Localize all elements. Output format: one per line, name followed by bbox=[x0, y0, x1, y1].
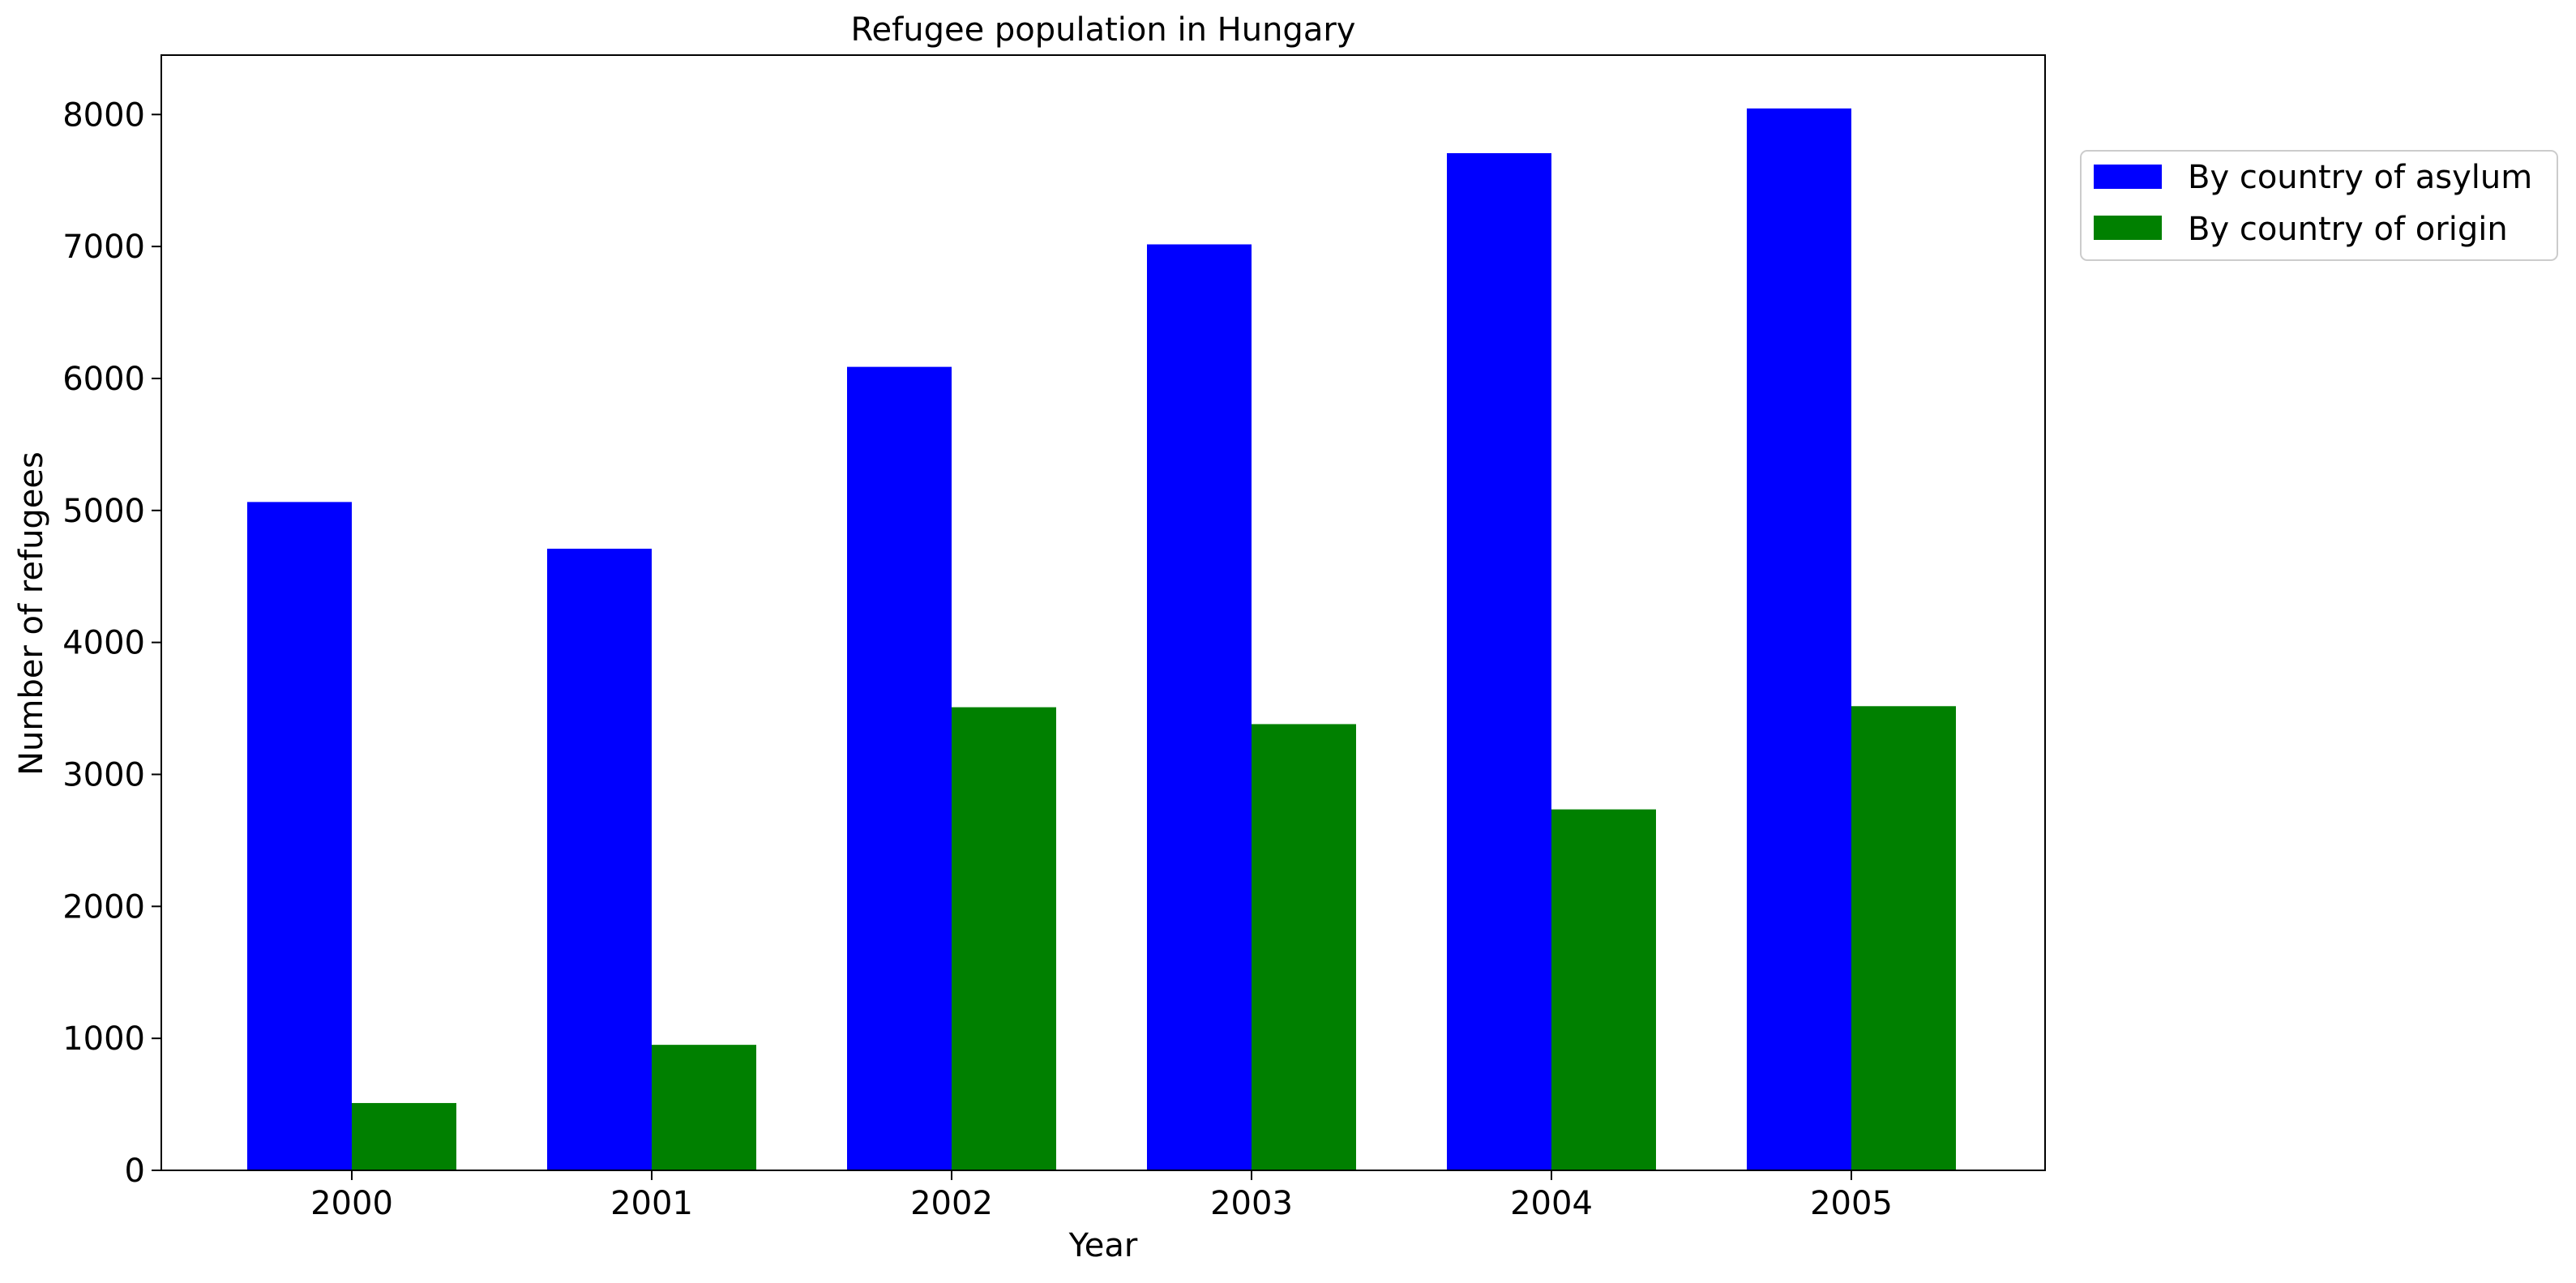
x-tick-label-2004: 2004 bbox=[1510, 1185, 1593, 1222]
bar-origin-2002 bbox=[952, 707, 1056, 1170]
y-tick-label-5000: 5000 bbox=[62, 493, 145, 530]
bar-asylum-2003 bbox=[1147, 244, 1252, 1170]
bar-origin-2000 bbox=[352, 1102, 456, 1170]
y-tick-label-4000: 4000 bbox=[62, 625, 145, 662]
legend-box bbox=[2080, 150, 2558, 261]
bar-origin-2003 bbox=[1252, 724, 1356, 1170]
legend-swatch-asylum bbox=[2094, 165, 2162, 189]
x-axis-label: Year bbox=[1068, 1227, 1138, 1264]
bar-asylum-2001 bbox=[547, 549, 652, 1170]
bar-asylum-2000 bbox=[247, 502, 352, 1170]
legend: By country of asylum By country of origi… bbox=[2080, 150, 2558, 261]
y-axis-label: Number of refugees bbox=[13, 451, 50, 776]
x-tick-label-2000: 2000 bbox=[310, 1185, 393, 1222]
x-tick-label-2002: 2002 bbox=[910, 1185, 993, 1222]
x-tick-label-2001: 2001 bbox=[610, 1185, 693, 1222]
y-tick-label-2000: 2000 bbox=[62, 888, 145, 926]
bar-asylum-2004 bbox=[1447, 152, 1551, 1171]
ticks-layer: 2000 2001 2002 2003 2004 2005 0 1000 2000 3000 400… bbox=[62, 96, 1893, 1222]
x-tick-label-2003: 2003 bbox=[1210, 1185, 1293, 1222]
bar-asylum-2002 bbox=[847, 366, 952, 1170]
y-tick-label-1000: 1000 bbox=[62, 1020, 145, 1058]
bar-origin-2005 bbox=[1851, 706, 1956, 1170]
bar-asylum-2005 bbox=[1747, 108, 1851, 1170]
legend-label-asylum: By country of asylum bbox=[2188, 159, 2532, 196]
bars-layer bbox=[247, 108, 1956, 1171]
legend-label-origin: By country of origin bbox=[2188, 211, 2508, 248]
y-tick-label-7000: 7000 bbox=[62, 229, 145, 266]
y-tick-label-6000: 6000 bbox=[62, 361, 145, 398]
bar-origin-2004 bbox=[1551, 809, 1656, 1170]
chart-title: Refugee population in Hungary bbox=[851, 11, 1356, 49]
bar-origin-2001 bbox=[652, 1045, 756, 1170]
y-tick-label-3000: 3000 bbox=[62, 756, 145, 793]
x-tick-label-2005: 2005 bbox=[1810, 1185, 1893, 1222]
plot-frame bbox=[160, 54, 2046, 1171]
y-tick-label-0: 0 bbox=[125, 1153, 145, 1190]
legend-swatch-origin bbox=[2094, 216, 2162, 240]
y-tick-label-8000: 8000 bbox=[62, 96, 145, 134]
